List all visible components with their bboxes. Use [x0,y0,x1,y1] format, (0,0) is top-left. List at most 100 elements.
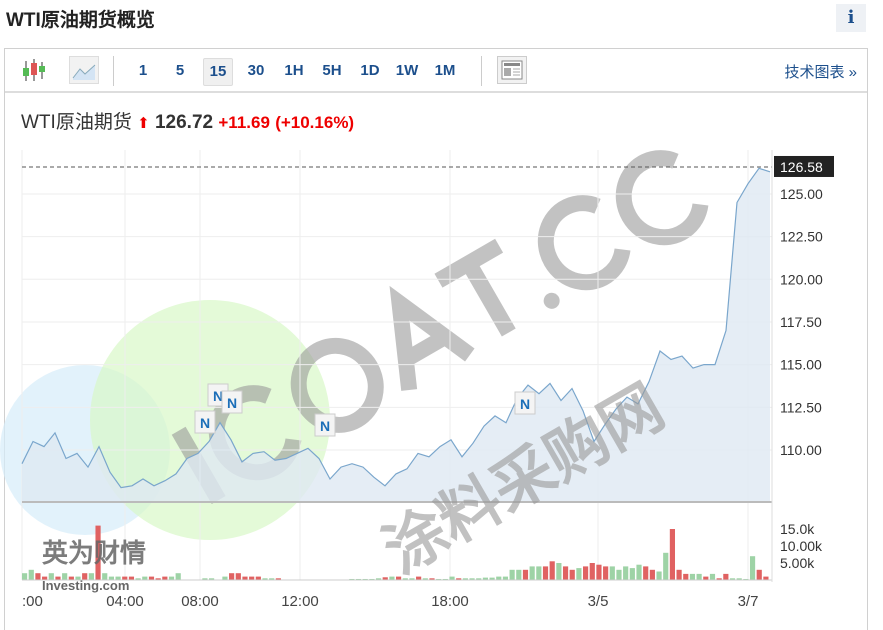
volume-bar [656,571,662,580]
volume-bar [589,563,595,580]
volume-bar [536,566,542,580]
volume-bar [736,578,742,580]
interval-1[interactable]: 1 [138,62,148,79]
volume-bar [235,573,241,580]
volume-bar [616,569,622,580]
news-marker-label: N [520,396,530,412]
volume-bar [649,569,655,580]
interval-1h[interactable]: 1H [284,62,304,79]
volume-bar [529,566,535,580]
chart-panel: 1 5 15 30 1H 5H 1D 1W 1M 技术图表 » WTI原油期货 … [4,48,868,630]
volume-bar [583,566,589,580]
volume-bar [349,578,355,580]
volume-bar [716,578,722,580]
last-price-badge [774,155,834,177]
interval-5[interactable]: 5 [175,62,185,79]
volume-tick-label: 5.00k [780,555,815,571]
volume-bar [502,576,509,580]
volume-bar [48,573,54,580]
volume-bar [269,578,275,580]
volume-bar [389,576,395,580]
news-marker [221,390,243,414]
instrument-name: WTI原油期货 [21,112,132,133]
volume-bar [542,566,549,580]
volume-bar [569,569,575,580]
interval-1w[interactable]: 1W [395,62,419,79]
volume-bar [102,573,108,580]
volume-bar [142,576,148,580]
price-line [21,167,771,489]
news-marker [314,413,336,437]
volume-bar [42,576,48,580]
news-marker-label: N [320,418,330,434]
volume-bar [549,561,555,580]
volume-bar [355,578,362,580]
y-tick-label: 115.00 [780,357,822,373]
volume-bar [669,529,675,580]
volume-bar [229,573,235,580]
volume-bar [516,569,522,580]
volume-bar [35,573,41,580]
divider [113,56,114,86]
volume-bar [609,566,615,580]
volume-bar [623,566,629,580]
x-tick-label: 3/5 [588,593,609,610]
volume-bar [449,576,455,580]
volume-bar [222,576,228,580]
info-icon[interactable]: i [836,4,866,32]
volume-bar [275,578,281,580]
volume-bar [148,576,155,580]
volume-bar [262,578,268,580]
interval-15[interactable]: 15 [203,58,233,86]
volume-bar [402,578,408,580]
interval-1m[interactable]: 1M [434,62,456,79]
price-change: +11.69 [218,113,270,132]
last-price-label: 126.58 [780,159,823,175]
volume-bar [723,573,729,580]
volume-bar [416,576,422,580]
candlestick-icon[interactable] [21,59,47,83]
technical-chart-link[interactable]: 技术图表 » [784,64,857,81]
news-marker-label: N [200,415,210,431]
volume-bar [88,573,94,580]
volume-bar [596,564,602,580]
volume-bar [576,568,582,580]
volume-bar [683,573,689,580]
volume-bar [629,568,635,580]
volume-bar [442,578,448,580]
divider [481,56,482,86]
news-marker-label: N [227,395,237,411]
volume-bar [663,552,669,580]
volume-bar [643,566,649,580]
volume-bar [703,576,709,580]
volume-bar [482,577,488,580]
volume-bar [82,573,88,580]
x-tick-label: 08:00 [181,593,219,610]
volume-bar [75,576,81,580]
volume-bar [202,578,208,580]
volume-bar [489,577,495,580]
volume-bar [115,576,121,580]
volume-bar [636,564,642,580]
area-chart-icon[interactable] [69,56,99,84]
news-marker [194,410,216,434]
volume-bar [729,578,736,580]
quote-line: WTI原油期货 ⬆ 126.72 +11.69 (+10.16%) [21,107,354,134]
volume-bar [456,578,462,580]
interval-5h[interactable]: 5H [322,62,342,79]
news-layout-icon[interactable] [497,56,527,84]
volume-bar [255,576,261,580]
interval-1d[interactable]: 1D [360,62,380,79]
volume-bar [436,578,442,580]
volume-bar [496,576,502,580]
watermark-icoat-dot [543,292,560,309]
investing-logo-en: Investing.com [42,578,129,593]
volume-bar [709,573,716,580]
interval-30[interactable]: 30 [247,62,265,79]
volume-bar [556,563,562,580]
price-change-pct: (+10.16%) [275,113,355,132]
volume-bar [369,578,375,580]
volume-tick-label: 10.00k [780,538,823,554]
y-tick-label: 112.50 [780,399,822,415]
